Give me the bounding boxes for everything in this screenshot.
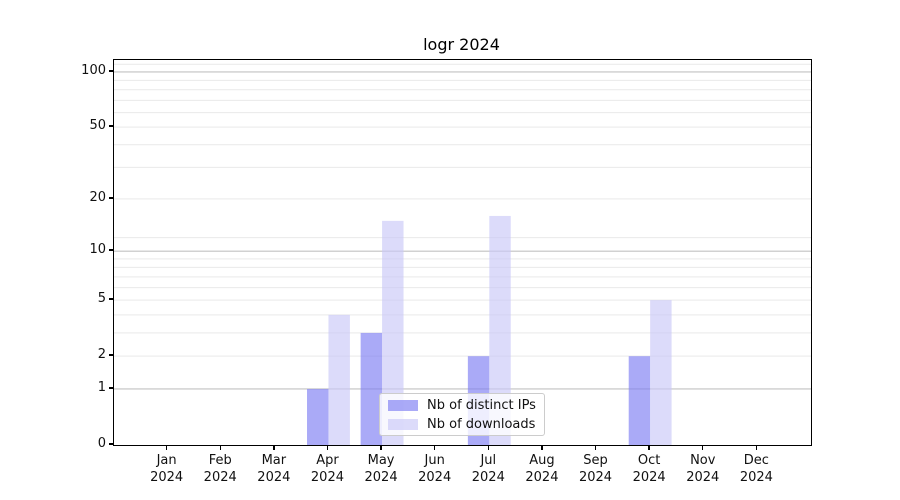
x-tick-year: 2024 (739, 470, 773, 485)
bar-distinct-ips (307, 388, 329, 445)
x-tick-month: Jun (424, 453, 445, 468)
legend: Nb of distinct IPs Nb of downloads (379, 393, 545, 436)
x-axis-tick-mark (165, 445, 168, 450)
plot-area (113, 59, 812, 446)
x-tick-month: Aug (529, 453, 555, 468)
downloads-swatch-icon (388, 418, 418, 430)
x-axis-tick-mark (702, 445, 704, 450)
x-tick-year: 2024 (150, 470, 184, 485)
x-tick-year: 2024 (578, 470, 613, 485)
x-axis-tick-label: Aug 2024 (512, 452, 572, 486)
y-axis-tick-label: 0 (97, 436, 106, 451)
x-axis-tick-label: Jul 2024 (458, 452, 518, 486)
y-axis-tick-mark (109, 70, 113, 72)
x-axis-tick-label: Nov 2024 (673, 452, 733, 486)
x-axis-tick-label: Apr 2024 (297, 452, 357, 486)
x-axis-tick-mark (541, 445, 543, 450)
x-tick-month: Jul (480, 453, 497, 468)
y-axis-tick-label: 20 (89, 189, 106, 205)
y-axis-tick-label: 1 (97, 379, 106, 395)
distinct-ips-swatch-icon (388, 399, 418, 411)
x-axis-tick-mark (487, 445, 489, 450)
bar-distinct-ips (360, 332, 383, 445)
y-axis-tick-mark (109, 125, 113, 127)
y-axis-tick-mark (109, 298, 113, 300)
x-tick-year: 2024 (364, 470, 398, 485)
x-axis-tick-label: Oct 2024 (619, 452, 679, 486)
chart-canvas (114, 63, 811, 445)
x-axis-tick-mark (594, 445, 597, 450)
bar-downloads (489, 215, 511, 445)
y-axis-tick-mark (109, 197, 113, 199)
bar-downloads (382, 220, 404, 445)
bar-downloads (328, 314, 350, 445)
y-axis-tick-label: 100 (81, 62, 106, 78)
x-tick-year: 2024 (525, 470, 559, 485)
bar-downloads (650, 300, 672, 445)
x-tick-month: Nov (690, 453, 716, 468)
bar-distinct-ips (628, 356, 651, 445)
x-axis-tick-label: Jan 2024 (137, 452, 197, 486)
x-tick-month: Oct (637, 453, 661, 468)
x-tick-month: Mar (261, 453, 287, 468)
x-axis-tick-mark (755, 445, 758, 450)
y-axis-tick-mark (109, 443, 113, 445)
x-axis-tick-mark (433, 445, 436, 450)
legend-label-distinct-ips: Nb of distinct IPs (427, 397, 536, 413)
x-axis-tick-mark (648, 445, 650, 450)
x-tick-month: Jan (156, 453, 177, 468)
x-tick-month: Apr (316, 453, 339, 468)
x-tick-month: Dec (743, 453, 769, 468)
legend-entry-downloads: Nb of downloads (388, 417, 536, 432)
x-tick-month: Feb (208, 453, 232, 468)
y-axis-tick-label: 2 (97, 347, 106, 363)
x-axis-tick-label: Dec 2024 (726, 452, 786, 486)
x-axis-tick-mark (273, 445, 275, 450)
x-axis-tick-mark (219, 445, 221, 450)
chart-title: logr 2024 (423, 35, 500, 54)
y-axis-tick-mark (109, 249, 113, 251)
x-axis-tick-label: May 2024 (351, 452, 411, 486)
x-tick-year: 2024 (471, 470, 505, 485)
x-tick-year: 2024 (203, 470, 237, 485)
x-tick-year: 2024 (686, 470, 720, 485)
y-axis-tick-mark (109, 354, 113, 356)
x-axis-tick-mark (326, 445, 329, 450)
y-axis-tick-label: 50 (89, 118, 106, 134)
x-tick-month: Sep (583, 453, 608, 468)
y-axis-tick-mark (109, 387, 113, 389)
x-tick-year: 2024 (310, 470, 344, 485)
x-axis-tick-label: Sep 2024 (566, 452, 626, 486)
x-tick-month: May (367, 453, 395, 468)
legend-entry-distinct-ips: Nb of distinct IPs (388, 398, 536, 413)
x-tick-year: 2024 (418, 470, 452, 485)
y-axis-tick-label: 5 (97, 291, 106, 307)
x-tick-year: 2024 (632, 470, 666, 485)
x-axis-tick-label: Mar 2024 (244, 452, 304, 486)
legend-label-downloads: Nb of downloads (427, 416, 536, 432)
x-axis-tick-label: Jun 2024 (405, 452, 465, 486)
x-axis-tick-mark (380, 445, 382, 450)
y-axis-tick-label: 10 (89, 242, 106, 258)
x-axis-tick-label: Feb 2024 (190, 452, 250, 486)
x-tick-year: 2024 (257, 470, 291, 485)
